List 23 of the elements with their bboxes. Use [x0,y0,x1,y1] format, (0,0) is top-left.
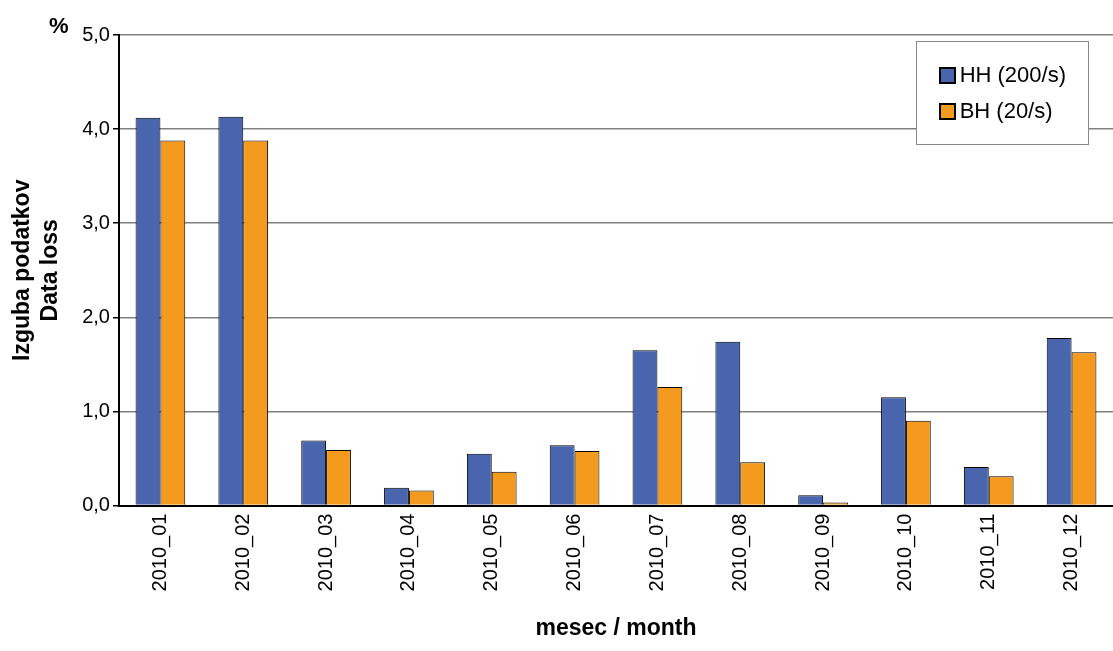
x-tick-label: 2010_09 [810,513,834,592]
y-tick-label: 5,0 [82,22,110,45]
y-axis-title: Izguba podatkov Data loss [8,179,62,361]
x-tick-label: 2010_01 [147,513,171,592]
legend-label: HH (200/s) [959,62,1066,88]
y-tick-label: 3,0 [82,210,110,233]
x-tick-label: 2010_08 [727,513,751,592]
x-tick-label: 2010_11 [976,513,1000,590]
x-tick-label: 2010_04 [396,513,420,592]
text: % [49,13,69,38]
x-tick-label: 2010_07 [644,513,668,592]
y-tick-label: 2,0 [82,304,110,327]
x-tick-label: 2010_05 [479,513,503,592]
legend-label: BH (20/s) [959,98,1053,124]
x-tick-label: 2010_12 [1059,513,1083,592]
x-tick-label: 2010_03 [313,513,337,592]
x-tick-label: 2010_02 [230,513,254,592]
y-tick-label: 0,0 [82,493,110,516]
x-axis-title: mesec / month [535,613,697,640]
y-tick-label: 1,0 [82,398,110,421]
x-tick-label: 2010_06 [562,513,586,592]
x-tick-label: 2010_10 [893,513,917,592]
y-tick-label: 4,0 [82,116,110,139]
